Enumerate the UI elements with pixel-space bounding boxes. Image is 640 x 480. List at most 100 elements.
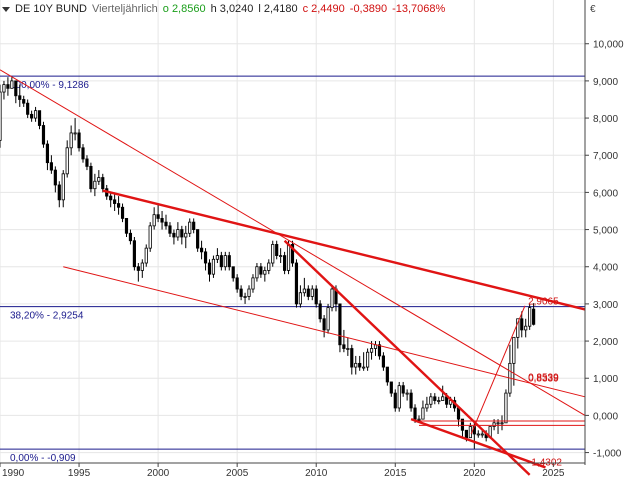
- fib-level-label: 0,00% - -0,909: [10, 453, 76, 464]
- candle-body: [101, 177, 105, 190]
- candle-body: [267, 262, 271, 271]
- candle-body: [116, 203, 121, 208]
- price-label: 0,8339: [528, 373, 559, 384]
- y-tick-label: 2,000: [593, 337, 618, 348]
- candle-body: [41, 125, 46, 145]
- candle-body: [73, 132, 77, 135]
- x-tick-label: 2015: [384, 468, 407, 479]
- candle-body: [437, 400, 441, 402]
- period-label[interactable]: Vierteljährlich: [91, 3, 158, 15]
- candle-body: [61, 173, 65, 201]
- candle-body: [456, 407, 461, 420]
- x-tick-label: 2005: [226, 468, 249, 479]
- candle-body: [468, 426, 472, 439]
- candle-body: [156, 214, 160, 219]
- candle-body: [113, 199, 117, 204]
- close-value: c 2,4490: [302, 3, 345, 15]
- candle-body: [219, 255, 223, 268]
- chevron-down-icon[interactable]: [2, 6, 10, 12]
- candle-body: [369, 348, 374, 353]
- candle-body: [136, 266, 140, 271]
- candle-body: [476, 433, 480, 436]
- trendline: [410, 417, 546, 469]
- candle-body: [528, 307, 532, 327]
- change-value: -0,3890: [349, 3, 388, 15]
- y-tick-label: 9,000: [593, 77, 618, 88]
- candle-body: [302, 288, 306, 294]
- grid-lines: [0, 0, 585, 463]
- candle-body: [480, 433, 484, 436]
- candle-body: [239, 288, 243, 297]
- candle-body: [350, 348, 354, 368]
- candle-body: [279, 255, 283, 257]
- x-tick-label: 1990: [2, 468, 25, 479]
- x-axis[interactable]: 1990 1995 2000 2005 2010 2015 2020 2025: [0, 462, 585, 479]
- candle-body: [148, 225, 152, 249]
- candle-body: [290, 244, 295, 264]
- candle-body: [164, 221, 168, 227]
- candle-body: [413, 407, 417, 420]
- fib-level-label: 38,20% - 2,9254: [10, 311, 84, 322]
- candle-body: [6, 84, 10, 89]
- candle-body: [203, 251, 208, 264]
- candle-body: [53, 169, 57, 186]
- candle-body: [338, 303, 342, 346]
- candle-body: [144, 247, 148, 264]
- candle-body: [532, 308, 536, 325]
- candle-body: [441, 396, 445, 401]
- candle-body: [128, 232, 133, 242]
- candle-body: [330, 288, 334, 309]
- y-tick-label: 1,000: [593, 374, 618, 385]
- candle-body: [381, 355, 385, 368]
- currency-label: €: [590, 4, 596, 15]
- candle-body: [65, 147, 69, 175]
- candle-body: [306, 288, 310, 297]
- candle-body: [429, 396, 433, 405]
- candle-body: [322, 318, 326, 331]
- candle-body: [393, 392, 397, 409]
- low-value: l 2,4180: [258, 3, 298, 15]
- x-tick-label: 2010: [305, 468, 328, 479]
- candle-body: [271, 244, 275, 264]
- y-tick-label: -1,000: [593, 449, 622, 460]
- candle-body: [93, 180, 97, 190]
- candle-body: [251, 277, 255, 290]
- y-tick-label: 4,000: [593, 263, 618, 274]
- candle-body: [433, 396, 437, 401]
- y-tick-label: 3,000: [593, 300, 618, 311]
- candle-body: [200, 247, 204, 253]
- candle-body: [132, 240, 136, 268]
- trendline: [283, 239, 531, 476]
- candle-body: [172, 232, 176, 238]
- candle-body: [500, 422, 504, 425]
- candle-body: [314, 288, 318, 305]
- candle-body: [215, 255, 219, 260]
- candle-body: [464, 429, 469, 439]
- candle-body: [30, 113, 34, 119]
- candle-body: [259, 266, 263, 275]
- candle-body: [425, 403, 429, 409]
- y-axis[interactable]: 10,000 9,000 8,000 7,000 6,000 5,000 4,000 3,00…: [584, 0, 624, 465]
- candle-body: [346, 348, 350, 350]
- candle-body: [207, 262, 212, 275]
- candle-body: [81, 147, 85, 160]
- candle-body: [140, 262, 144, 271]
- candle-body: [255, 266, 259, 279]
- candle-body: [286, 244, 291, 271]
- candle-body: [377, 344, 382, 357]
- candle-body: [385, 366, 389, 383]
- candle-body: [85, 158, 89, 167]
- y-tick-label: 5,000: [593, 226, 618, 237]
- candle-body: [223, 255, 227, 268]
- candle-body: [180, 229, 184, 238]
- symbol-label[interactable]: DE 10Y BUND: [15, 3, 87, 15]
- candle-body: [389, 381, 393, 394]
- y-tick-label: 10,000: [593, 40, 624, 51]
- candle-body: [362, 366, 366, 369]
- change-percent: -13,7068%: [392, 3, 446, 15]
- trendline: [102, 189, 586, 311]
- candle-body: [211, 258, 216, 275]
- trendlines: [0, 69, 586, 476]
- candle-body: [18, 95, 22, 100]
